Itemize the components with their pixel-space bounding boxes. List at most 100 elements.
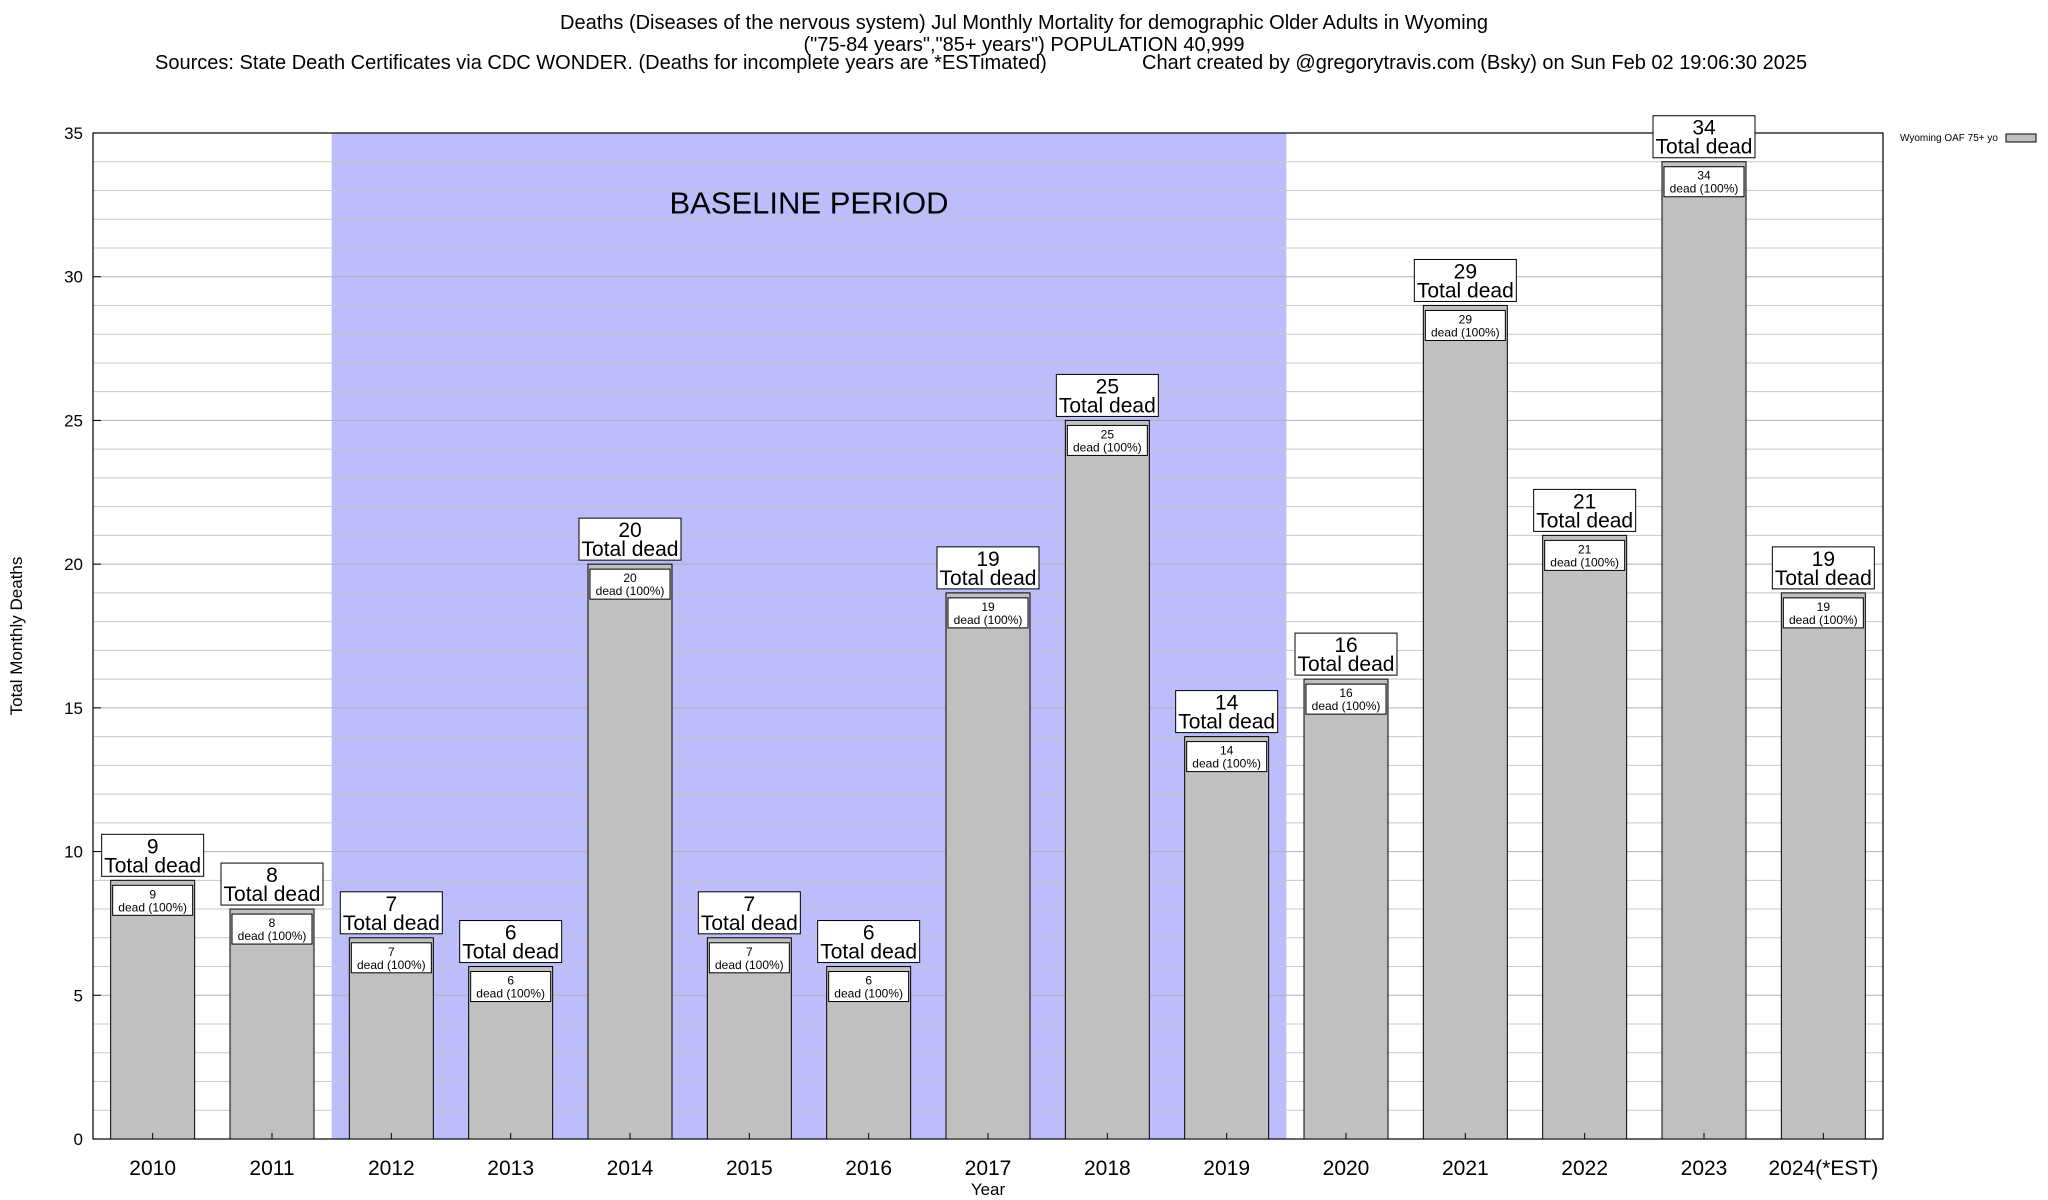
top-label-value: 19: [976, 548, 999, 571]
top-label-text: Total dead: [1298, 653, 1395, 676]
top-label-box: [578, 517, 682, 561]
chart-title: Deaths (Diseases of the nervous system) …: [0, 12, 2048, 56]
top-label-box: [1652, 115, 1756, 159]
top-label-value: 29: [1454, 260, 1477, 283]
y-tick-label: 35: [64, 124, 83, 143]
y-axis-title: Total Monthly Deaths: [7, 557, 26, 716]
inner-label-value: 14: [1220, 744, 1234, 758]
inner-label-box: [1424, 309, 1506, 341]
bar: [1542, 534, 1628, 1140]
sources-note: Sources: State Death Certificates via CD…: [155, 52, 1047, 74]
top-label-text: Total dead: [1178, 711, 1275, 734]
top-label-box: [1771, 546, 1875, 590]
inner-label-box: [1544, 539, 1626, 571]
bar: [1064, 419, 1150, 1140]
x-tick-label: 2011: [249, 1157, 294, 1180]
inner-label-box: [589, 568, 671, 600]
inner-label-text: dead (100%): [476, 987, 545, 1001]
top-label-text: Total dead: [1059, 394, 1156, 417]
x-tick-label: 2023: [1681, 1157, 1728, 1180]
inner-label-text: dead (100%): [1192, 757, 1261, 771]
top-label-box: [339, 891, 443, 935]
top-label-text: Total dead: [701, 912, 798, 935]
top-label-box: [936, 546, 1040, 590]
bar: [1780, 592, 1866, 1140]
inner-label-text: dead (100%): [1073, 440, 1142, 454]
bar: [1303, 678, 1389, 1140]
top-label-value: 8: [266, 864, 278, 887]
y-tick-label: 15: [64, 699, 83, 718]
inner-label-value: 16: [1339, 686, 1353, 700]
legend-swatch: [2005, 133, 2037, 143]
y-tick-label: 30: [64, 268, 83, 287]
top-label-value: 9: [147, 835, 159, 858]
x-tick-label: 2021: [1442, 1157, 1489, 1180]
inner-label-text: dead (100%): [238, 929, 307, 943]
x-tick-label: 2010: [129, 1157, 176, 1180]
top-label-value: 21: [1573, 490, 1596, 513]
inner-label-box: [1782, 597, 1864, 629]
top-label-box: [1055, 373, 1159, 417]
y-tick-label: 10: [64, 843, 83, 862]
x-tick-label: 2024(*EST): [1768, 1157, 1878, 1180]
inner-label-value: 19: [981, 600, 995, 614]
x-tick-label: 2020: [1323, 1157, 1370, 1180]
bar: [1422, 304, 1508, 1140]
top-label-box: [697, 891, 801, 935]
inner-label-text: dead (100%): [596, 584, 665, 598]
inner-label-text: dead (100%): [1431, 325, 1500, 339]
top-label-value: 7: [743, 893, 755, 916]
bar: [1184, 736, 1270, 1140]
x-tick-label: 2018: [1084, 1157, 1131, 1180]
top-label-text: Total dead: [462, 941, 559, 964]
inner-label-box: [947, 597, 1029, 629]
y-tick-label: 0: [74, 1130, 83, 1149]
top-label-value: 16: [1334, 634, 1357, 657]
top-label-box: [220, 862, 324, 906]
x-tick-label: 2013: [487, 1157, 534, 1180]
x-tick-label: 2022: [1561, 1157, 1608, 1180]
top-label-box: [459, 920, 563, 964]
x-tick-label: 2016: [845, 1157, 892, 1180]
x-tick-label: 2012: [368, 1157, 415, 1180]
inner-label-box: [1305, 683, 1387, 715]
bar: [229, 908, 315, 1140]
top-label-text: Total dead: [820, 941, 917, 964]
inner-label-box: [1186, 741, 1268, 773]
inner-label-value: 25: [1101, 427, 1115, 441]
top-label-value: 25: [1096, 375, 1119, 398]
inner-label-text: dead (100%): [357, 958, 426, 972]
x-tick-label: 2014: [607, 1157, 654, 1180]
top-label-text: Total dead: [224, 883, 321, 906]
top-label-box: [1533, 488, 1637, 532]
top-label-text: Total dead: [1536, 509, 1633, 532]
top-label-text: Total dead: [343, 912, 440, 935]
inner-label-text: dead (100%): [834, 987, 903, 1001]
x-tick-label: 2015: [726, 1157, 773, 1180]
inner-label-box: [1066, 424, 1148, 456]
inner-label-text: dead (100%): [715, 958, 784, 972]
top-label-box: [1175, 690, 1279, 734]
x-tick-label: 2017: [965, 1157, 1012, 1180]
y-tick-label: 20: [64, 555, 83, 574]
x-axis-title: Year: [971, 1180, 1006, 1199]
inner-label-text: dead (100%): [1789, 613, 1858, 627]
bar: [1661, 161, 1747, 1140]
bar: [110, 879, 196, 1140]
top-label-box: [1413, 258, 1517, 302]
inner-label-value: 8: [269, 916, 276, 930]
inner-label-text: dead (100%): [1550, 555, 1619, 569]
inner-label-text: dead (100%): [954, 613, 1023, 627]
inner-label-box: [470, 971, 552, 1003]
title-line-1: Deaths (Diseases of the nervous system) …: [560, 12, 1488, 34]
inner-label-box: [1663, 166, 1745, 198]
top-label-value: 14: [1215, 692, 1239, 715]
credit-note: Chart created by @gregorytravis.com (Bsk…: [1142, 52, 1808, 74]
inner-label-box: [231, 913, 313, 945]
baseline-period-label: BASELINE PERIOD: [669, 185, 948, 220]
top-label-text: Total dead: [104, 854, 201, 877]
inner-label-value: 21: [1578, 542, 1592, 556]
inner-label-text: dead (100%): [1670, 182, 1739, 196]
top-label-text: Total dead: [1417, 279, 1514, 302]
